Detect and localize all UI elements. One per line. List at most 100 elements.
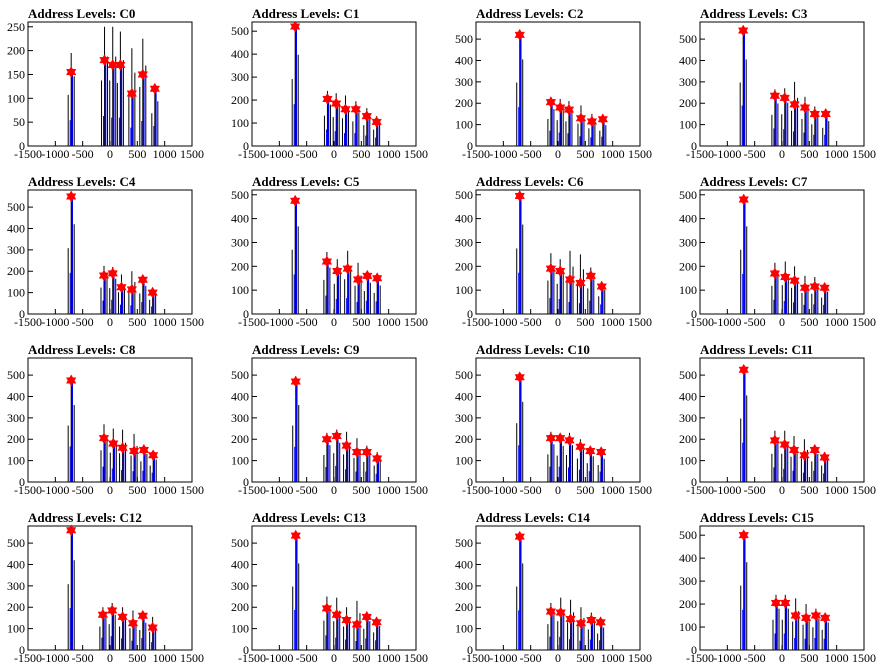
x-tick-label: 1000 — [825, 147, 849, 161]
peak-marker-star-icon — [769, 267, 781, 280]
x-tick-label: -500 — [296, 147, 318, 161]
x-tick-label: -500 — [520, 651, 542, 665]
y-tick-label: 300 — [679, 75, 697, 89]
peak-marker-star-icon — [779, 438, 790, 451]
peak-marker-star-icon — [800, 611, 812, 624]
x-tick-label: 500 — [128, 651, 146, 665]
peak-marker-star-icon — [321, 255, 333, 268]
peak-marker-star-icon — [117, 610, 128, 623]
x-tick-label: -500 — [744, 651, 766, 665]
x-tick-label: -1000 — [41, 483, 69, 497]
panel-c9: Address Levels: C90100200300400500-1500-… — [231, 342, 428, 497]
x-tick-label: 0 — [779, 315, 785, 329]
x-tick-label: -1000 — [489, 147, 517, 161]
peak-marker-star-icon — [819, 281, 830, 294]
peak-marker-star-icon — [98, 269, 110, 282]
x-tick-label: 1000 — [153, 483, 177, 497]
x-tick-label: -1500 — [686, 651, 714, 665]
panel-c5: Address Levels: C50100200300400500-1500-… — [231, 174, 428, 329]
peak-marker-star-icon — [351, 446, 363, 459]
peak-marker-star-icon — [789, 274, 800, 287]
x-tick-label: -1500 — [686, 315, 714, 329]
y-tick-label: 200 — [7, 600, 25, 614]
y-tick-label: 400 — [455, 212, 473, 226]
y-tick-label: 400 — [455, 389, 473, 403]
x-tick-label: -500 — [72, 315, 94, 329]
peak-marker-star-icon — [65, 66, 77, 79]
peak-marker-star-icon — [585, 269, 597, 282]
panel-c14: Address Levels: C14 0 100 200 300 400 500 -1500… — [455, 510, 652, 665]
panel-c4: Address Levels: C40100200300400500-1500-… — [7, 174, 204, 329]
x-tick-label: 0 — [779, 651, 785, 665]
panel-title: Address Levels: C1 — [252, 6, 359, 21]
y-tick-label: 400 — [679, 551, 697, 565]
panel-c1: Address Levels: C10100200300400500-1500-… — [231, 6, 428, 161]
x-tick-label: 0 — [107, 651, 113, 665]
x-tick-label: -1500 — [238, 651, 266, 665]
x-tick-label: -1500 — [238, 315, 266, 329]
peak-marker-star-icon — [575, 617, 587, 630]
x-tick-label: -1000 — [41, 651, 69, 665]
x-tick-label: 1500 — [852, 651, 876, 665]
peak-marker-star-icon — [810, 609, 822, 622]
x-tick-label: -1500 — [462, 483, 490, 497]
peak-marker-star-icon — [596, 280, 607, 293]
plot-frame — [251, 21, 417, 147]
peak-marker-star-icon — [799, 101, 811, 114]
x-tick-label: -1000 — [489, 651, 517, 665]
y-tick-label: 400 — [231, 557, 249, 571]
x-tick-label: 500 — [576, 315, 594, 329]
y-tick-label: 0 — [691, 139, 697, 153]
y-tick-label: 200 — [7, 44, 25, 58]
x-tick-label: -1000 — [41, 147, 69, 161]
x-tick-label: 1000 — [825, 651, 849, 665]
y-tick-label: 0 — [467, 475, 473, 489]
peak-marker-star-icon — [341, 439, 352, 452]
x-tick-label: -1500 — [462, 147, 490, 161]
x-tick-label: 1000 — [153, 315, 177, 329]
x-tick-label: -1500 — [14, 651, 42, 665]
y-tick-label: 0 — [19, 139, 25, 153]
panel-title: Address Levels: C12 — [28, 510, 142, 525]
panel-c2: Address Levels: C20100200300400500-1500-… — [455, 6, 652, 161]
x-tick-label: -500 — [72, 147, 94, 161]
y-tick-label: 300 — [7, 411, 25, 425]
x-tick-label: 1000 — [601, 315, 625, 329]
peak-marker-star-icon — [137, 273, 149, 286]
plot-frame — [475, 189, 641, 315]
y-tick-label: 300 — [455, 75, 473, 89]
panel-title: Address Levels: C13 — [252, 510, 366, 525]
x-tick-label: 500 — [128, 147, 146, 161]
y-tick-label: 100 — [455, 622, 473, 636]
x-tick-label: 1000 — [153, 147, 177, 161]
y-tick-label: 200 — [231, 259, 249, 273]
y-tick-label: 500 — [455, 536, 473, 550]
x-tick-label: 500 — [800, 315, 818, 329]
x-tick-label: -1500 — [462, 651, 490, 665]
y-tick-label: 300 — [679, 235, 697, 249]
peak-marker-star-icon — [555, 606, 566, 619]
x-tick-label: -1000 — [713, 315, 741, 329]
peak-marker-star-icon — [330, 97, 342, 110]
y-tick-label: 400 — [7, 557, 25, 571]
x-tick-label: 1000 — [601, 147, 625, 161]
panel-title: Address Levels: C0 — [28, 6, 135, 21]
peak-marker-star-icon — [819, 451, 830, 464]
y-tick-label: 200 — [455, 432, 473, 446]
y-tick-label: 300 — [231, 411, 249, 425]
y-tick-label: 400 — [7, 389, 25, 403]
peak-marker-star-icon — [595, 616, 606, 629]
y-tick-label: 0 — [19, 475, 25, 489]
y-tick-label: 500 — [7, 368, 25, 382]
y-tick-label: 500 — [231, 368, 249, 382]
peak-marker-star-icon — [331, 608, 342, 621]
y-tick-label: 100 — [7, 91, 25, 105]
y-tick-label: 100 — [231, 454, 249, 468]
y-tick-label: 100 — [455, 454, 473, 468]
peak-marker-star-icon — [99, 54, 110, 67]
peak-marker-star-icon — [361, 110, 373, 123]
y-tick-label: 250 — [7, 20, 25, 34]
peak-marker-star-icon — [780, 270, 791, 283]
x-tick-label: 500 — [352, 483, 370, 497]
